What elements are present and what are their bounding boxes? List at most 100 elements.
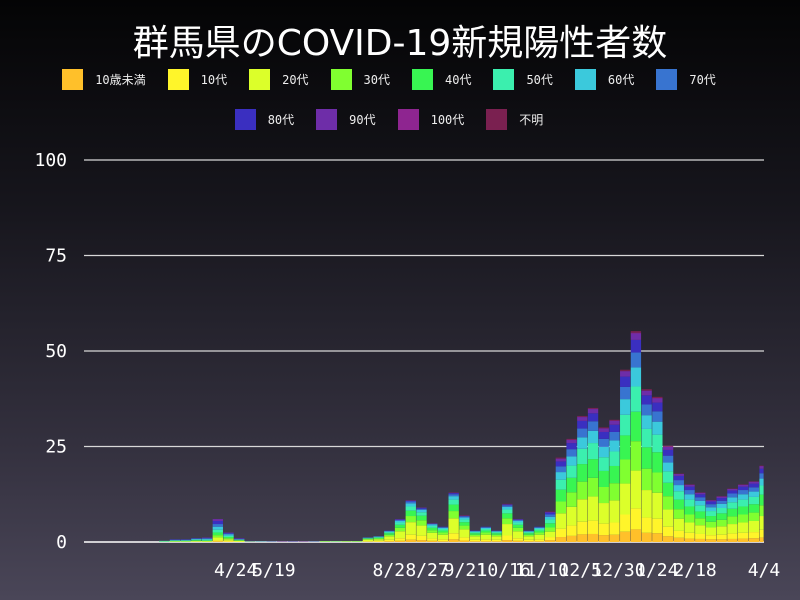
x-tick-label: 9/21 (444, 560, 487, 581)
legend-label: 50代 (526, 73, 553, 87)
bar-segment (480, 532, 491, 535)
bar-segment (534, 534, 545, 540)
bar-segment (427, 525, 438, 528)
bar-segment (630, 470, 642, 509)
bar-segment (587, 413, 599, 422)
bar-segment (577, 521, 588, 535)
bar-segment (362, 538, 374, 540)
bar-segment (705, 501, 717, 505)
bar-segment (662, 455, 674, 463)
bar-segment (448, 533, 459, 540)
bar-segment (641, 395, 652, 405)
bar-segment (630, 352, 642, 368)
bar-segment (727, 488, 738, 491)
bar-segment (759, 505, 764, 517)
bar-segment (759, 478, 764, 486)
bar-segment (223, 533, 234, 535)
bar-segment (223, 535, 234, 538)
bar-segment (459, 522, 470, 526)
bar-segment (587, 421, 599, 431)
bar-segment (555, 458, 567, 462)
bar-segment (705, 527, 717, 536)
bar-segment (437, 539, 449, 542)
bar-segment (737, 499, 749, 507)
bar-segment (405, 534, 416, 540)
bar-segment (587, 520, 599, 534)
bar-segment (737, 486, 749, 491)
legend-item: 60代 (574, 69, 656, 90)
bar-segment (652, 398, 663, 403)
bar-segment (662, 471, 674, 483)
bar-segment (727, 497, 738, 503)
x-tick-label: 4/24 (214, 560, 257, 581)
bar-segment (652, 472, 663, 493)
bar-segment (598, 523, 609, 536)
bar-segment (748, 504, 760, 513)
bar-segment (759, 494, 764, 506)
bar-segment (191, 540, 202, 541)
bar-segment (705, 516, 717, 522)
bar-segment (416, 512, 427, 516)
bar-segment (737, 490, 749, 495)
bar-segment (748, 520, 760, 533)
bar-segment (695, 525, 706, 534)
bar-segment (727, 533, 738, 539)
bar-segment (480, 534, 491, 540)
bar-segment (459, 517, 470, 520)
bar-segment (566, 525, 577, 536)
bar-segment (223, 532, 234, 534)
bar-segment (737, 506, 749, 515)
x-tick-label: 12/5 (559, 560, 602, 581)
bar-segment (373, 537, 384, 538)
y-tick-label: 0 (56, 532, 67, 553)
bar-segment (695, 533, 706, 539)
bar-segment (534, 541, 545, 542)
bar-segment (491, 541, 502, 542)
bar-segment (384, 533, 395, 535)
legend-label: 20代 (282, 73, 309, 87)
bar-segment (373, 540, 384, 542)
bar-segment (684, 484, 695, 487)
bar-segment (748, 538, 760, 542)
bar-segment (502, 504, 513, 506)
bar-segment (620, 514, 631, 532)
bar-segment (759, 516, 764, 530)
bar-segment (737, 514, 749, 523)
y-tick-label: 50 (45, 341, 67, 362)
bar-segment (544, 519, 556, 524)
bar-segment (405, 522, 416, 535)
legend-item: 80代 (234, 109, 316, 130)
bar-segment (427, 530, 438, 533)
bar-segment (577, 437, 588, 449)
bar-segment (620, 399, 631, 415)
bar-segment (598, 446, 609, 458)
bar-segment (491, 531, 502, 533)
bar-segment (630, 332, 642, 334)
bar-segment (641, 390, 652, 396)
bar-segment (641, 415, 652, 429)
bar-segment (223, 537, 234, 539)
bar-segment (512, 519, 524, 521)
bar-segment (662, 526, 674, 537)
legend-label: 不明 (519, 113, 544, 127)
bar-segment (416, 515, 427, 521)
bar-segment (598, 428, 609, 432)
bar-segment (448, 494, 459, 497)
bar-segment (534, 532, 545, 535)
bar-segment (609, 500, 620, 523)
legend-label: 70代 (689, 73, 716, 87)
bar-segment (437, 527, 449, 530)
bar-segment (491, 536, 502, 540)
bar-segment (201, 541, 213, 542)
bar-segment (384, 539, 395, 542)
legend-item: 100代 (397, 109, 487, 130)
bar-segment (630, 411, 642, 442)
bar-segment (448, 511, 459, 519)
bar-segment (716, 498, 727, 501)
bar-segment (598, 470, 609, 487)
bar-segment (577, 499, 588, 522)
legend-item: 90代 (316, 109, 397, 130)
bar-segment (523, 536, 534, 540)
bar-segment (705, 535, 717, 540)
bar-segment (695, 500, 706, 506)
